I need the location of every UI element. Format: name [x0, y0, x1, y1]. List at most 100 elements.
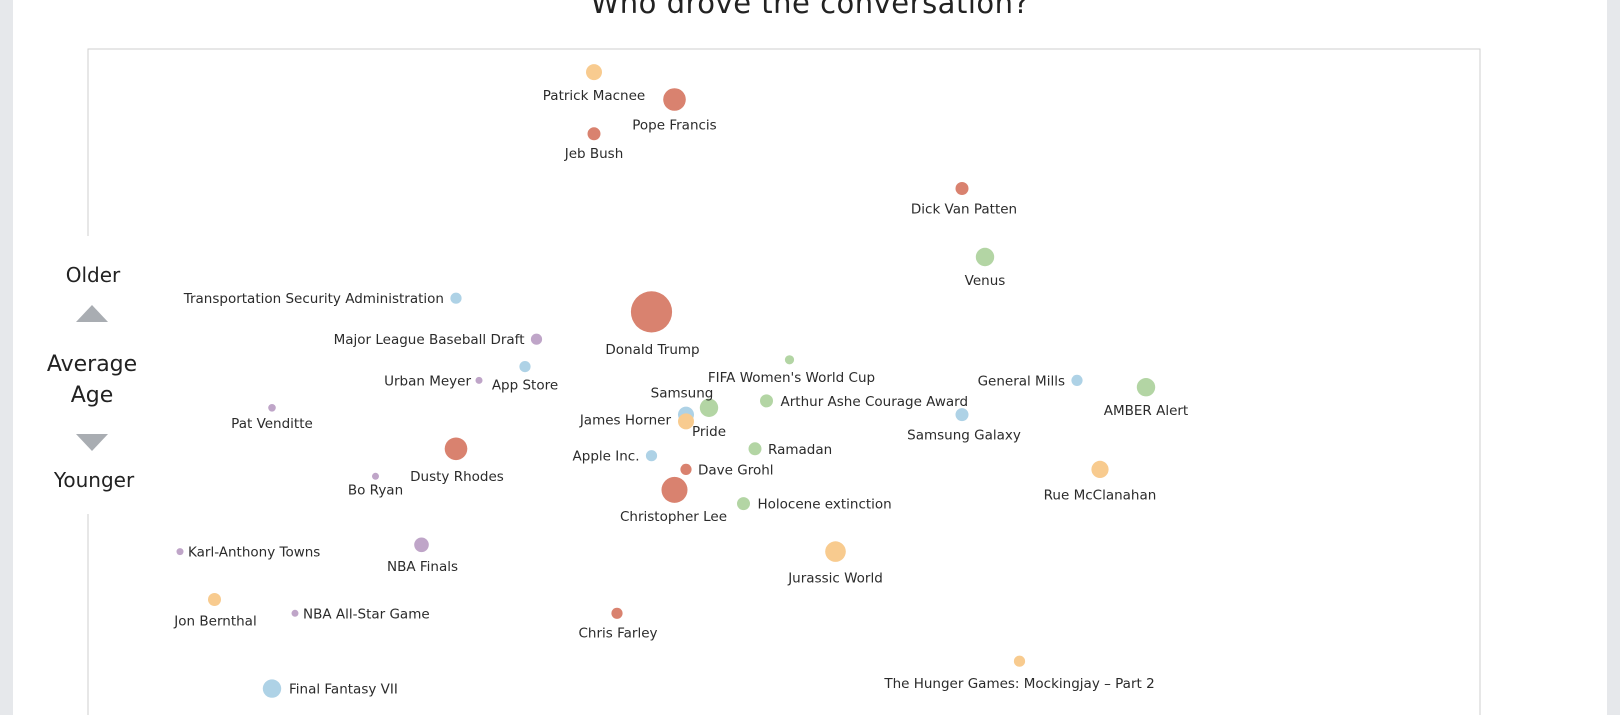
point-jeb-bush[interactable]: Jeb Bush	[564, 127, 624, 162]
point-label-pope-francis: Pope Francis	[632, 118, 716, 134]
point-jurassic-world[interactable]: Jurassic World	[787, 541, 883, 587]
point-dot-dusty-rhodes[interactable]	[444, 437, 468, 461]
point-dot-transportation-security-administration[interactable]	[450, 292, 462, 304]
point-nba-finals[interactable]: NBA Finals	[387, 537, 458, 575]
point-dot-rue-mcclanahan[interactable]	[1091, 460, 1109, 478]
point-apple-inc[interactable]: Apple Inc.	[573, 449, 658, 465]
chart-title: Who drove the conversation?	[590, 0, 1030, 20]
point-dot-bo-ryan[interactable]	[372, 472, 379, 480]
point-dot-chris-farley[interactable]	[611, 607, 623, 619]
point-dot-nba-all-star-game[interactable]	[291, 609, 299, 617]
point-karl-anthony-towns[interactable]: Karl-Anthony Towns	[176, 545, 321, 561]
point-dick-van-patten[interactable]: Dick Van Patten	[911, 182, 1017, 218]
point-pope-francis[interactable]: Pope Francis	[632, 88, 717, 134]
y-axis-younger-label: Younger	[53, 468, 135, 492]
point-dot-apple-inc[interactable]	[645, 450, 658, 462]
point-dot-pat-venditte[interactable]	[268, 404, 276, 412]
y-axis-legend: Older Average Age Younger	[47, 263, 137, 492]
point-chris-farley[interactable]: Chris Farley	[578, 607, 658, 642]
point-pat-venditte[interactable]: Pat Venditte	[231, 404, 313, 432]
point-james-horner[interactable]: James Horner	[579, 412, 694, 430]
point-dot-major-league-baseball-draft[interactable]	[530, 333, 543, 345]
point-dusty-rhodes[interactable]: Dusty Rhodes	[410, 437, 504, 485]
point-label-ramadan: Ramadan	[768, 442, 832, 458]
point-dave-grohl[interactable]: Dave Grohl	[680, 462, 774, 478]
point-fifa-women-s-world-cup[interactable]: FIFA Women's World Cup	[708, 355, 875, 386]
point-general-mills[interactable]: General Mills	[978, 373, 1083, 389]
point-jon-bernthal[interactable]: Jon Bernthal	[173, 593, 257, 630]
point-dot-urban-meyer[interactable]	[475, 376, 483, 384]
point-dot-final-fantasy-vii[interactable]	[262, 679, 282, 698]
point-app-store[interactable]: App Store	[492, 361, 558, 394]
point-label-chris-farley: Chris Farley	[578, 625, 657, 641]
point-label-bo-ryan: Bo Ryan	[348, 482, 403, 498]
point-dot-nba-finals[interactable]	[414, 537, 429, 553]
point-urban-meyer[interactable]: Urban Meyer	[384, 373, 483, 389]
point-dot-ramadan[interactable]	[748, 442, 762, 456]
point-label-rue-mcclanahan: Rue McClanahan	[1044, 487, 1157, 503]
point-dot-dave-grohl[interactable]	[680, 463, 692, 475]
point-label-dave-grohl: Dave Grohl	[698, 462, 774, 478]
point-pride[interactable]: Pride	[692, 398, 726, 440]
point-dot-patrick-macnee[interactable]	[586, 64, 602, 81]
point-dot-general-mills[interactable]	[1071, 374, 1083, 386]
point-dot-jurassic-world[interactable]	[825, 541, 846, 562]
point-dot-the-hunger-games-mockingjay-part-2[interactable]	[1013, 655, 1026, 667]
point-ramadan[interactable]: Ramadan	[748, 442, 833, 458]
point-dot-pope-francis[interactable]	[663, 88, 686, 111]
point-dot-dick-van-patten[interactable]	[955, 182, 969, 195]
point-dot-karl-anthony-towns[interactable]	[176, 548, 184, 556]
point-venus[interactable]: Venus	[965, 247, 1006, 289]
point-dot-fifa-women-s-world-cup[interactable]	[784, 355, 795, 365]
point-label-app-store: App Store	[492, 378, 558, 394]
point-dot-venus[interactable]	[975, 247, 995, 267]
point-dot-donald-trump[interactable]	[630, 291, 673, 333]
point-label-apple-inc: Apple Inc.	[573, 449, 640, 465]
point-nba-all-star-game[interactable]: NBA All-Star Game	[291, 606, 430, 622]
point-dot-pride[interactable]	[699, 398, 719, 417]
frame-gap	[85, 236, 91, 514]
point-label-christopher-lee: Christopher Lee	[620, 509, 727, 525]
point-amber-alert[interactable]: AMBER Alert	[1104, 378, 1188, 419]
point-final-fantasy-vii[interactable]: Final Fantasy VII	[262, 679, 398, 698]
point-label-holocene-extinction: Holocene extinction	[758, 497, 892, 513]
point-samsung-galaxy[interactable]: Samsung Galaxy	[907, 408, 1021, 444]
point-dot-holocene-extinction[interactable]	[737, 497, 750, 511]
point-label-pat-venditte: Pat Venditte	[231, 416, 313, 432]
point-label-dick-van-patten: Dick Van Patten	[911, 202, 1017, 218]
point-transportation-security-administration[interactable]: Transportation Security Administration	[183, 291, 462, 307]
point-label-urban-meyer: Urban Meyer	[384, 373, 471, 389]
point-label-jon-bernthal: Jon Bernthal	[173, 614, 256, 630]
point-arthur-ashe-courage-award[interactable]: Arthur Ashe Courage Award	[760, 394, 968, 410]
point-dot-jon-bernthal[interactable]	[208, 593, 221, 606]
point-label-major-league-baseball-draft: Major League Baseball Draft	[334, 332, 525, 348]
point-label-amber-alert: AMBER Alert	[1104, 403, 1188, 419]
y-axis-title-line2: Age	[71, 383, 114, 408]
point-dot-arthur-ashe-courage-award[interactable]	[760, 394, 773, 408]
triangle-down-icon	[76, 434, 108, 451]
point-donald-trump[interactable]: Donald Trump	[605, 291, 700, 358]
point-label-the-hunger-games-mockingjay-part-2: The Hunger Games: Mockingjay – Part 2	[883, 676, 1154, 692]
point-christopher-lee[interactable]: Christopher Lee	[620, 476, 727, 525]
point-holocene-extinction[interactable]: Holocene extinction	[737, 497, 892, 513]
chart-panel: Who drove the conversation? Older Averag…	[13, 0, 1607, 715]
point-patrick-macnee[interactable]: Patrick Macnee	[543, 64, 645, 104]
point-dot-james-horner[interactable]	[678, 413, 694, 430]
point-dot-christopher-lee[interactable]	[661, 476, 688, 503]
point-dot-app-store[interactable]	[519, 361, 531, 373]
point-major-league-baseball-draft[interactable]: Major League Baseball Draft	[334, 332, 543, 348]
point-label-fifa-women-s-world-cup: FIFA Women's World Cup	[708, 370, 875, 386]
point-label-venus: Venus	[965, 273, 1006, 289]
point-label-nba-all-star-game: NBA All-Star Game	[303, 606, 430, 622]
point-label-donald-trump: Donald Trump	[605, 342, 699, 358]
point-label-dusty-rhodes: Dusty Rhodes	[410, 469, 504, 485]
point-label-james-horner: James Horner	[579, 412, 672, 428]
point-the-hunger-games-mockingjay-part-2[interactable]: The Hunger Games: Mockingjay – Part 2	[883, 655, 1155, 693]
point-dot-jeb-bush[interactable]	[587, 127, 601, 141]
point-label-samsung-galaxy: Samsung Galaxy	[907, 428, 1021, 444]
point-bo-ryan[interactable]: Bo Ryan	[348, 472, 403, 499]
point-label-final-fantasy-vii: Final Fantasy VII	[289, 682, 398, 698]
point-rue-mcclanahan[interactable]: Rue McClanahan	[1044, 460, 1157, 504]
point-dot-samsung-galaxy[interactable]	[955, 408, 969, 422]
point-dot-amber-alert[interactable]	[1136, 378, 1156, 397]
